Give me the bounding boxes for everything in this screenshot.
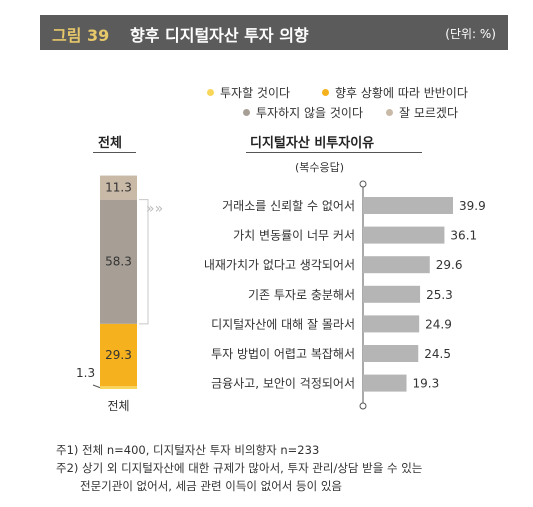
axis-end-cap-icon bbox=[359, 402, 367, 410]
figure-title: 향후 디지털자산 투자 의향 bbox=[130, 26, 309, 45]
stacked-segment bbox=[100, 199, 137, 324]
stacked-value-label: 11.3 bbox=[105, 181, 132, 195]
stacked-segment bbox=[100, 175, 137, 200]
chevron-arrow-icon: »» bbox=[146, 201, 163, 217]
legend-item-invest: 투자할 것이다 bbox=[207, 84, 290, 101]
reasons-chart-subtitle: (복수응답) bbox=[295, 161, 345, 174]
stacked-value-label: 1.3 bbox=[76, 366, 95, 380]
reason-bar bbox=[363, 226, 445, 244]
reason-value-label: 24.9 bbox=[425, 317, 452, 331]
legend-label: 투자할 것이다 bbox=[220, 86, 291, 100]
stacked-segment bbox=[100, 323, 137, 387]
reason-value-label: 39.9 bbox=[459, 199, 486, 213]
legend-label: 잘 모르겠다 bbox=[399, 106, 459, 120]
reason-bar bbox=[363, 345, 419, 362]
reason-category-label: 거래소를 신뢰할 수 없어서 bbox=[222, 199, 355, 213]
note-1: 주1) 전체 n=400, 디지털자산 투자 비의향자 n=233 bbox=[56, 443, 320, 457]
reason-bar bbox=[363, 315, 420, 333]
legend-label: 투자하지 않을 것이다 bbox=[256, 106, 363, 120]
legend-dot-icon bbox=[386, 109, 393, 116]
small-segment-leader bbox=[92, 384, 101, 389]
reason-value-label: 29.6 bbox=[436, 258, 463, 272]
note-3: 전문기관이 없어서, 세금 관련 이득이 없어서 등이 있음 bbox=[80, 479, 343, 493]
legend-item-not-invest: 투자하지 않을 것이다 bbox=[243, 104, 363, 121]
axis-end-cap-icon bbox=[359, 180, 367, 188]
legend-dot-icon bbox=[243, 109, 250, 116]
reason-bar bbox=[363, 256, 430, 274]
reason-value-label: 25.3 bbox=[426, 288, 453, 302]
stacked-value-label: 29.3 bbox=[105, 348, 132, 362]
stacked-value-label: 58.3 bbox=[105, 255, 132, 269]
figure-header: 그림 39 향후 디지털자산 투자 의향 (단위: %) bbox=[40, 15, 508, 50]
legend-dot-icon bbox=[207, 89, 214, 96]
reason-bar bbox=[363, 285, 421, 303]
unit-label: (단위: %) bbox=[445, 27, 496, 41]
reason-category-label: 디지털자산에 대해 잘 몰라서 bbox=[211, 317, 355, 331]
reason-category-label: 금융사고, 보안이 걱정되어서 bbox=[211, 377, 355, 391]
reason-category-label: 기존 투자로 충분해서 bbox=[248, 288, 355, 302]
legend-dot-icon bbox=[322, 89, 329, 96]
reason-category-label: 내재가치가 없다고 생각되어서 bbox=[204, 258, 355, 272]
reasons-title-underline bbox=[246, 152, 422, 153]
reason-bar bbox=[363, 197, 453, 214]
reason-value-label: 36.1 bbox=[450, 229, 477, 243]
reason-value-label: 19.3 bbox=[413, 377, 440, 391]
reasons-chart-title: 디지털자산 비투자이유 bbox=[250, 136, 375, 151]
stacked-category-label: 전체 bbox=[107, 399, 129, 413]
figure-number: 그림 39 bbox=[52, 26, 110, 45]
stacked-segment bbox=[100, 386, 137, 389]
reason-category-label: 가치 변동률이 너무 커서 bbox=[233, 229, 355, 243]
reason-bar bbox=[363, 374, 407, 392]
note-2: 주2) 상기 외 디지털자산에 대한 규제가 많아서, 투자 관리/상담 받을 … bbox=[56, 461, 423, 475]
stacked-chart-title: 전체 bbox=[98, 136, 122, 151]
legend-item-unknown: 잘 모르겠다 bbox=[386, 104, 458, 121]
legend-label: 향후 상황에 따라 반반이다 bbox=[335, 86, 468, 100]
segment-bracket bbox=[139, 199, 149, 325]
legend-item-half: 향후 상황에 따라 반반이다 bbox=[322, 84, 468, 101]
reason-category-label: 투자 방법이 어렵고 복잡해서 bbox=[211, 347, 355, 361]
reason-value-label: 24.5 bbox=[424, 347, 451, 361]
stacked-title-underline bbox=[93, 152, 136, 153]
